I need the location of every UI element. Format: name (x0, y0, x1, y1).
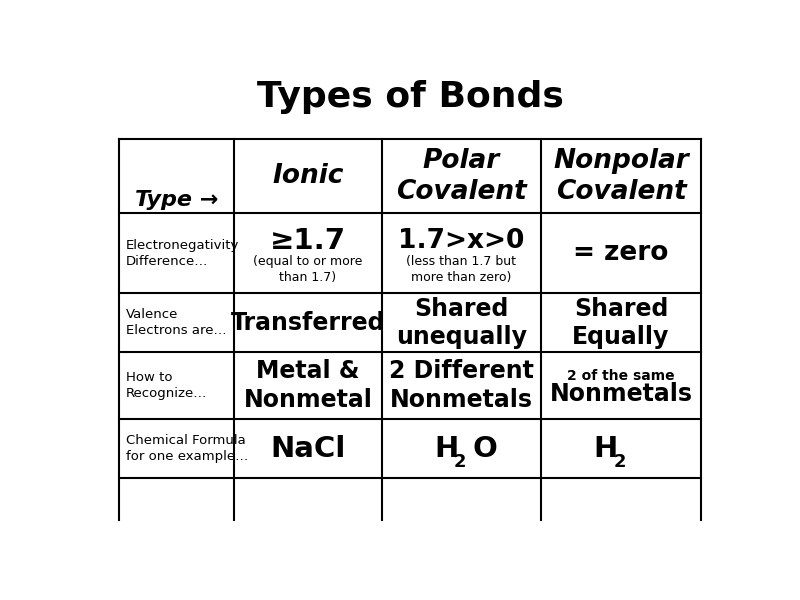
Text: Transferred: Transferred (230, 311, 386, 335)
Text: Types of Bonds: Types of Bonds (257, 80, 563, 115)
Text: Metal &
Nonmetal: Metal & Nonmetal (243, 359, 373, 412)
Text: O: O (473, 434, 498, 463)
Text: 2 Different
Nonmetals: 2 Different Nonmetals (389, 359, 534, 412)
Text: Nonmetals: Nonmetals (550, 382, 693, 406)
Text: Shared
Equally: Shared Equally (572, 296, 670, 349)
Text: 1.7>x>0: 1.7>x>0 (398, 228, 525, 254)
Text: Nonpolar
Covalent: Nonpolar Covalent (553, 148, 689, 205)
Text: NaCl: NaCl (270, 434, 346, 463)
Text: ≥1.7: ≥1.7 (270, 227, 346, 255)
Text: Ionic: Ionic (272, 163, 344, 189)
Text: 2: 2 (614, 453, 626, 471)
Text: 2 of the same: 2 of the same (567, 369, 674, 383)
Text: H: H (594, 434, 618, 463)
Text: Polar
Covalent: Polar Covalent (396, 148, 526, 205)
Text: Chemical Formula
for one example…: Chemical Formula for one example… (126, 434, 248, 463)
Text: Valence
Electrons are…: Valence Electrons are… (126, 308, 226, 337)
Text: How to
Recognize…: How to Recognize… (126, 371, 207, 400)
Text: (less than 1.7 but
more than zero): (less than 1.7 but more than zero) (406, 255, 516, 284)
Text: H: H (434, 434, 458, 463)
Text: Shared
unequally: Shared unequally (396, 296, 526, 349)
Text: Type →: Type → (134, 190, 218, 210)
Text: (equal to or more
than 1.7): (equal to or more than 1.7) (254, 255, 362, 284)
Text: Electronegativity
Difference…: Electronegativity Difference… (126, 239, 239, 268)
Text: 2: 2 (454, 453, 466, 471)
Text: = zero: = zero (574, 241, 669, 266)
